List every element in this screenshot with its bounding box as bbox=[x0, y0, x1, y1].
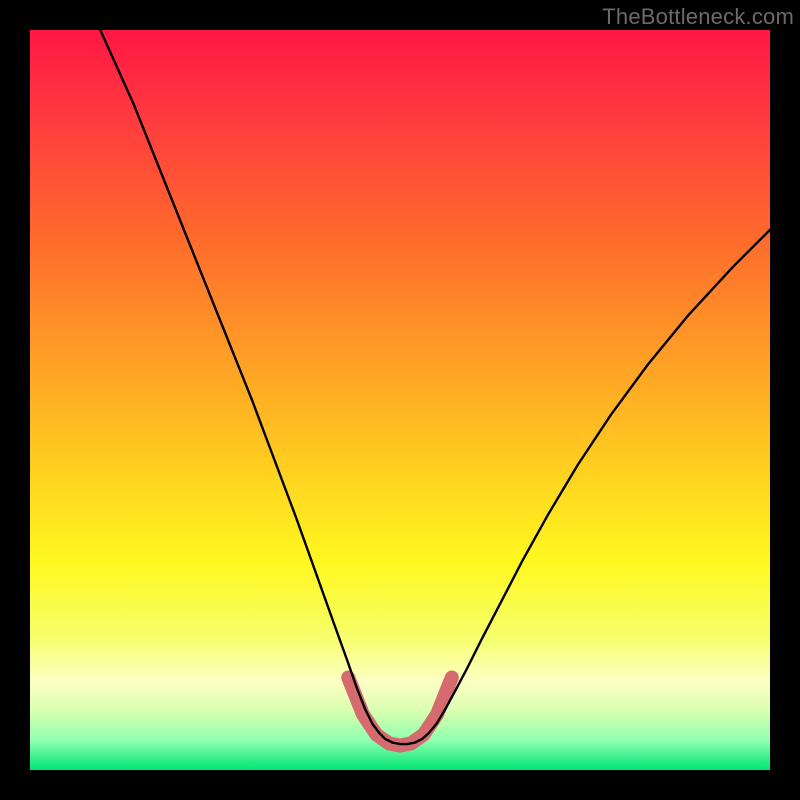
watermark-label: TheBottleneck.com bbox=[602, 4, 794, 30]
plot-area bbox=[30, 30, 770, 770]
plot-svg bbox=[30, 30, 770, 770]
plot-background-gradient bbox=[30, 30, 770, 770]
